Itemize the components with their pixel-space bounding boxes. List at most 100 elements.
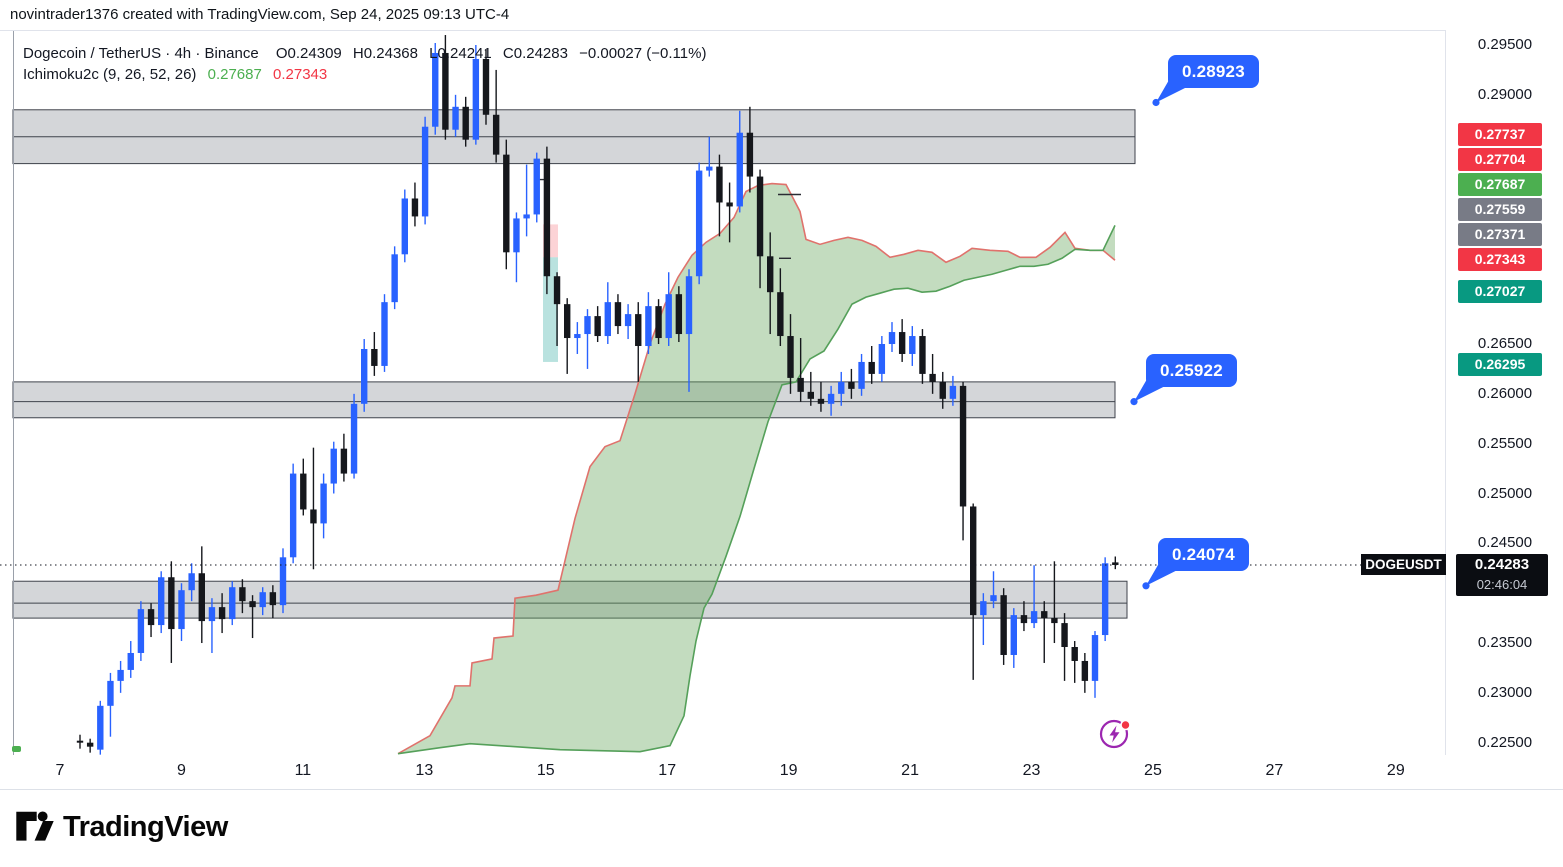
- time-tick-11: 11: [294, 762, 312, 779]
- price-tick-0.24500: 0.24500: [1477, 534, 1533, 552]
- indicator-title[interactable]: Ichimoku2c (9, 26, 52, 26): [23, 66, 197, 83]
- candle-body: [381, 302, 388, 366]
- candle-body: [1101, 563, 1109, 636]
- bar-countdown: 02:46:04: [1476, 576, 1528, 592]
- indicator-kijun-value: 0.27343: [273, 66, 328, 83]
- candle-body: [523, 214, 530, 219]
- price-tick-0.23500: 0.23500: [1477, 634, 1533, 652]
- time-tick-13: 13: [415, 762, 434, 779]
- candle-body: [817, 398, 825, 404]
- candle-body: [178, 590, 185, 630]
- legend-indicator-row: Ichimoku2c (9, 26, 52, 26) 0.27687 0.273…: [23, 64, 706, 85]
- candle-body: [1000, 595, 1007, 655]
- legend-low: L0.24241: [429, 45, 492, 62]
- candle-body: [878, 344, 886, 374]
- candle-body: [350, 403, 358, 474]
- time-tick-15: 15: [536, 762, 555, 779]
- candle-body: [584, 316, 591, 335]
- price-tick-0.26500: 0.26500: [1477, 335, 1533, 352]
- price-scale[interactable]: 0.29500 0.29000 0.26500 0.26000 0.25500 0.250…: [1445, 30, 1563, 755]
- candle-body: [777, 292, 784, 337]
- candle-body: [807, 391, 814, 399]
- candle-body: [939, 381, 946, 399]
- candle-body: [543, 158, 551, 277]
- candle-body: [482, 58, 490, 115]
- candle-body: [594, 316, 601, 337]
- candle-body: [513, 218, 520, 253]
- candle-body: [1051, 618, 1058, 624]
- attribution-text: novintrader1376 created with TradingView…: [10, 6, 510, 23]
- candle-body: [574, 334, 581, 339]
- price-callout-0.25922[interactable]: 0.25922: [1146, 353, 1237, 387]
- candle-body: [229, 587, 236, 620]
- candle-body: [645, 306, 652, 347]
- notification-dot: [1120, 719, 1131, 731]
- candle-body: [919, 336, 926, 374]
- candle-body: [168, 577, 175, 630]
- candle-body: [756, 176, 764, 257]
- candle-body: [320, 483, 327, 524]
- candle-body: [127, 652, 134, 670]
- candle-body: [706, 166, 713, 171]
- legend-open: O0.24309: [275, 45, 342, 62]
- candle-body: [503, 154, 510, 253]
- candle-body: [310, 509, 317, 524]
- legend-close: C0.24283: [502, 45, 568, 62]
- legend-change: −0.00027 (−0.11%): [579, 45, 707, 62]
- candle-body: [716, 166, 723, 203]
- indicator-price-badge-0.27027: 0.27027: [1458, 279, 1542, 303]
- indicator-price-badge-0.27343: 0.27343: [1458, 248, 1542, 272]
- price-callout-0.28923[interactable]: 0.28923: [1168, 54, 1259, 88]
- candle-body: [1081, 660, 1089, 681]
- candle-body: [76, 740, 84, 743]
- candle-body: [848, 381, 855, 389]
- candle-body: [188, 573, 195, 591]
- time-tick-9: 9: [176, 762, 186, 779]
- symbol-title[interactable]: Dogecoin / TetherUS · 4h · Binance: [23, 45, 259, 62]
- current-price-value: 0.24283: [1474, 555, 1530, 573]
- candle-body: [767, 256, 774, 293]
- indicator-tenkan-value: 0.27687: [207, 66, 262, 83]
- candle-body: [208, 607, 216, 622]
- candle-body: [888, 332, 896, 345]
- candle-body: [655, 306, 662, 339]
- senkou-span-a-line: [397, 182, 1116, 755]
- price-tick-0.26000: 0.26000: [1477, 384, 1533, 402]
- time-tick-21: 21: [901, 762, 919, 779]
- candle-body: [736, 132, 743, 207]
- candle-body: [289, 473, 297, 558]
- lightning-icon: [1099, 719, 1131, 749]
- quick-trade-button[interactable]: [1096, 714, 1134, 752]
- candle-body: [452, 106, 459, 130]
- price-callout-0.24074[interactable]: 0.24074: [1158, 537, 1249, 571]
- candle-body: [726, 202, 733, 207]
- price-tick-0.23000: 0.23000: [1477, 683, 1533, 701]
- candle-body: [675, 294, 683, 335]
- candle-body: [787, 336, 794, 378]
- candle-body: [970, 506, 977, 616]
- time-axis[interactable]: 7 9 11 13 15 17 19 21 23 25 27 29: [0, 755, 1563, 790]
- senkou-span-b-line: [397, 225, 1116, 755]
- candle-body: [86, 742, 94, 747]
- callout-anchor-dot: [1130, 398, 1138, 406]
- candle-body: [147, 609, 155, 626]
- candle-body: [97, 705, 104, 750]
- time-tick-23: 23: [1022, 762, 1041, 779]
- candle-body: [858, 361, 865, 389]
- candle-body: [1010, 615, 1017, 655]
- time-tick-7: 7: [55, 762, 65, 779]
- price-tick-0.29000: 0.29000: [1477, 85, 1533, 103]
- candle-body: [411, 198, 419, 217]
- candle-body: [746, 132, 754, 177]
- candle-body: [797, 377, 804, 392]
- indicator-price-badge-0.27704: 0.27704: [1458, 148, 1542, 172]
- indicator-price-badge-0.27737: 0.27737: [1458, 123, 1542, 147]
- candle-body: [421, 126, 429, 217]
- candle-body: [604, 302, 611, 337]
- time-tick-29: 29: [1386, 762, 1405, 779]
- candle-body: [340, 448, 348, 474]
- indicator-price-badge-0.27559: 0.27559: [1458, 198, 1542, 222]
- candle-body: [949, 385, 957, 399]
